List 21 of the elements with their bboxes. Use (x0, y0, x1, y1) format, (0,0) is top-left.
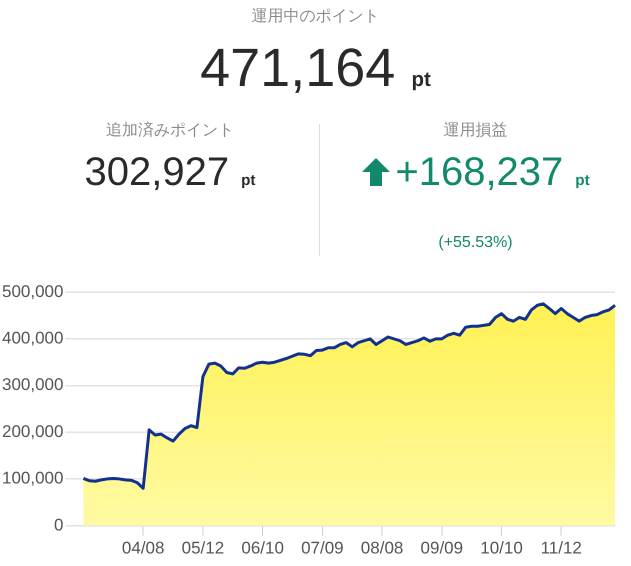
x-tick-label: 08/08 (360, 538, 404, 558)
y-tick-label: 300,000 (2, 375, 64, 394)
text: +168,237 pt (395, 150, 590, 194)
x-tick-label: 06/10 (241, 538, 284, 558)
x-tick-label: 09/09 (420, 538, 464, 558)
x-tick-label: 05/12 (182, 538, 224, 558)
y-tick-label: 500,000 (2, 282, 64, 301)
text: 471,164 pt (200, 38, 431, 98)
text: 運用中のポイント (250, 6, 380, 27)
y-tick-label: 200,000 (2, 422, 64, 441)
x-tick-label: 11/12 (540, 538, 582, 558)
x-tick-label: 10/10 (480, 538, 523, 558)
y-tick-label: 0 (54, 515, 64, 534)
x-tick-label: 07/09 (301, 538, 344, 558)
x-tick-label: 04/08 (122, 538, 164, 558)
text: (+55.53%) (437, 234, 514, 252)
text: 追加済みポイント (105, 120, 235, 141)
y-tick-label: 400,000 (2, 328, 64, 348)
text: 運用損益 (442, 121, 508, 141)
text: 302,927 pt (84, 150, 256, 194)
y-tick-label: 100,000 (2, 468, 64, 488)
